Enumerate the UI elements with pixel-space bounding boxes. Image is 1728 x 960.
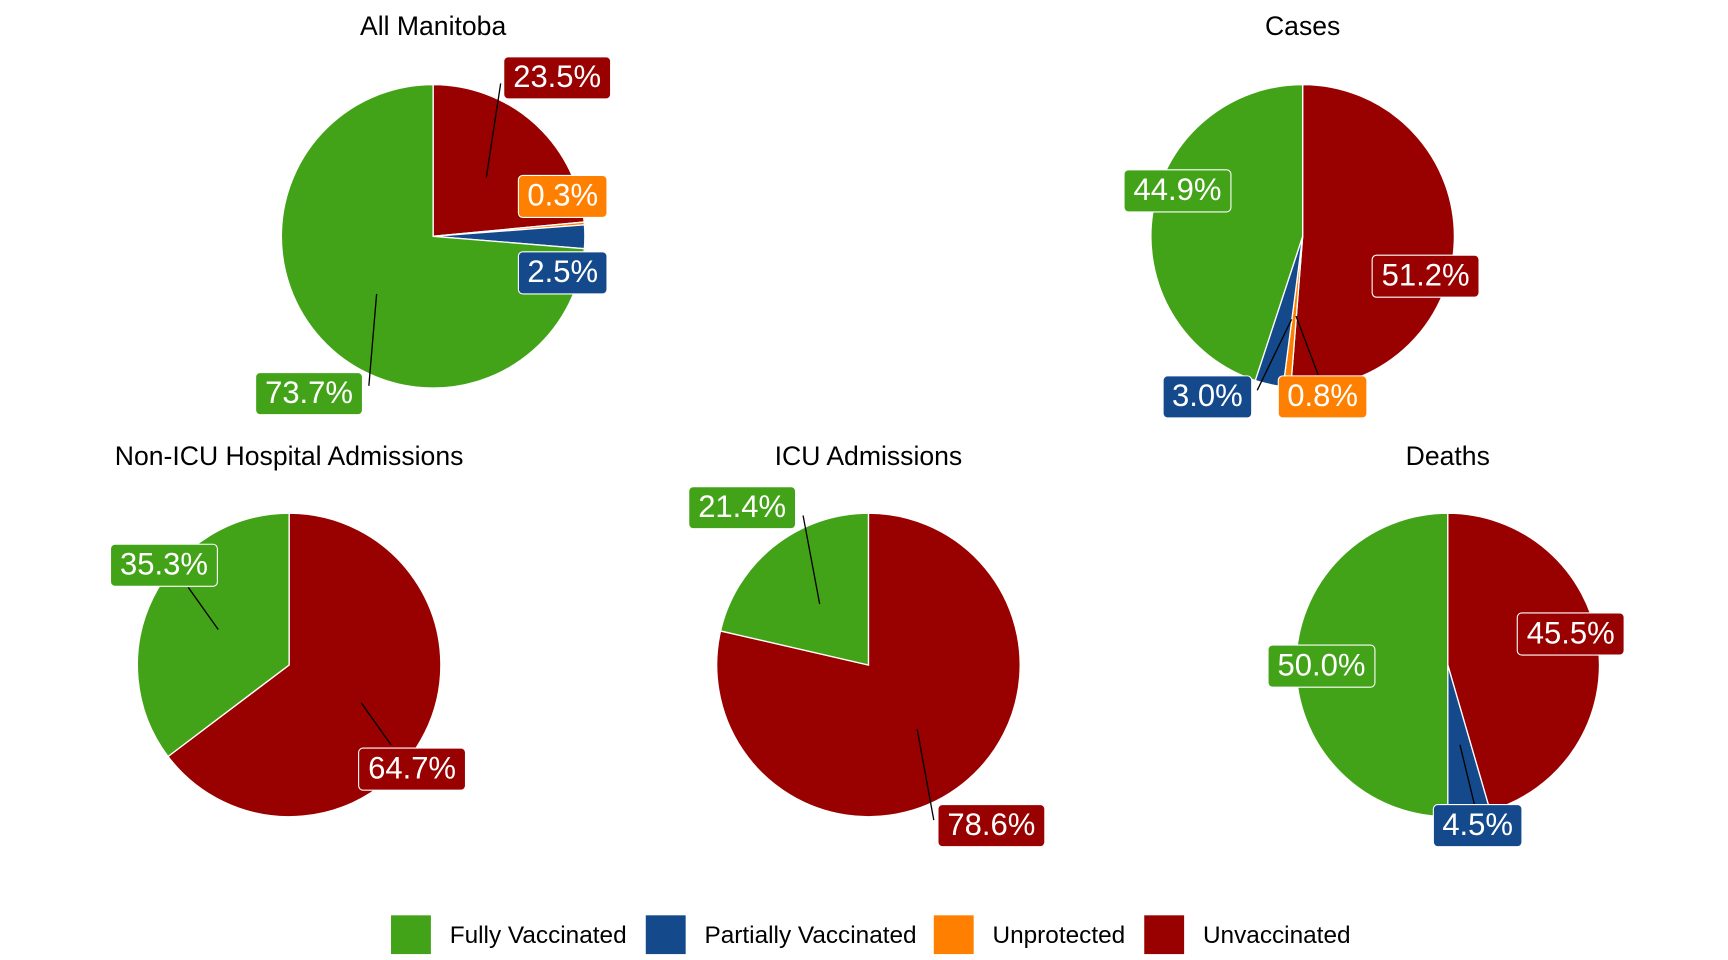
label-leader-line: [1295, 315, 1319, 376]
data-label-text: 3.0%: [1172, 378, 1243, 413]
data-label-box: [1277, 375, 1368, 419]
slice-unvaccinated: [1290, 83, 1456, 389]
data-label: 0.8%: [1277, 375, 1368, 419]
data-label: 3.0%: [1162, 375, 1253, 419]
data-label-box: [1162, 375, 1253, 419]
data-label: 51.2%: [1371, 254, 1480, 298]
data-label: 0.3%: [517, 174, 608, 219]
data-label-box: [1516, 612, 1625, 656]
data-label: 78.6%: [937, 804, 1046, 848]
legend-swatch: [1144, 915, 1185, 955]
legend-label: Fully Vaccinated: [450, 922, 627, 949]
pie-non-icu-hospital-admissions: Non-ICU Hospital Admissions 64.7% 35.3%: [109, 441, 467, 818]
pie-icu-admissions: ICU Admissions 78.6% 21.4%: [688, 441, 1046, 848]
legend-label: Partially Vaccinated: [704, 922, 916, 949]
data-label-text: 21.4%: [698, 489, 786, 524]
data-label-box: [109, 543, 218, 587]
data-label-text: 35.3%: [120, 547, 208, 582]
data-label-box: [517, 251, 608, 295]
data-label-box: [517, 174, 608, 219]
data-label: 35.3%: [109, 543, 218, 587]
legend-swatch: [933, 915, 974, 955]
data-label: 50.0%: [1267, 644, 1376, 688]
data-label-box: [255, 371, 364, 416]
legend-label: Unvaccinated: [1203, 922, 1351, 949]
data-label: 4.5%: [1432, 804, 1523, 848]
data-label-text: 0.8%: [1287, 378, 1358, 413]
label-leader-line: [916, 729, 935, 821]
pie-title: ICU Admissions: [775, 441, 963, 471]
data-label: 23.5%: [503, 56, 612, 100]
data-label: 73.7%: [255, 371, 364, 416]
legend-item-partially-vaccinated: Partially Vaccinated: [645, 915, 917, 955]
data-label-box: [688, 486, 797, 530]
legend: Fully Vaccinated Partially Vaccinated Unpr…: [391, 915, 1351, 955]
data-label-text: 2.5%: [527, 254, 598, 289]
legend-swatch: [645, 915, 686, 955]
slice-fully-vaccinated: [280, 83, 586, 389]
pie-title: Non-ICU Hospital Admissions: [115, 441, 464, 471]
data-label: 2.5%: [517, 251, 608, 295]
data-label-text: 4.5%: [1442, 807, 1513, 842]
label-leader-line: [360, 702, 392, 746]
label-leader-line: [1256, 319, 1293, 391]
data-label-text: 64.7%: [368, 750, 456, 785]
legend-item-unvaccinated: Unvaccinated: [1144, 915, 1351, 955]
data-label-box: [503, 56, 612, 100]
label-leader-line: [802, 515, 821, 605]
data-label-text: 44.9%: [1134, 172, 1222, 207]
label-leader-line: [485, 83, 502, 178]
data-label: 45.5%: [1516, 612, 1625, 656]
legend-item-fully-vaccinated: Fully Vaccinated: [391, 915, 627, 955]
data-label-text: 0.3%: [527, 178, 598, 213]
slice-fully-vaccinated: [719, 512, 870, 666]
data-label-text: 23.5%: [513, 59, 601, 94]
data-label-text: 73.7%: [265, 375, 353, 410]
pie-deaths: Deaths 45.5% 4.5% 50.0%: [1267, 441, 1625, 848]
label-leader-line: [368, 293, 378, 386]
data-label-text: 51.2%: [1382, 257, 1470, 292]
data-label-box: [1371, 254, 1480, 298]
pie-title: All Manitoba: [360, 11, 506, 41]
data-label: 64.7%: [358, 747, 467, 791]
data-label: 21.4%: [688, 486, 797, 530]
data-label-box: [358, 747, 467, 791]
pie-title: Cases: [1265, 11, 1340, 41]
slice-unvaccinated: [167, 512, 442, 818]
data-label-box: [1267, 644, 1376, 688]
data-label-text: 50.0%: [1278, 647, 1366, 682]
data-label-box: [1123, 169, 1232, 213]
pie-title: Deaths: [1406, 441, 1490, 471]
legend-item-unprotected: Unprotected: [933, 915, 1125, 955]
legend-label: Unprotected: [992, 922, 1125, 949]
data-label-text: 78.6%: [947, 807, 1035, 842]
data-label: 44.9%: [1123, 169, 1232, 213]
data-label-box: [937, 804, 1046, 848]
legend-swatch: [391, 915, 431, 955]
pie-cases: Cases 51.2% 0.8% 3.0% 44.9%: [1123, 11, 1480, 419]
label-leader-line: [187, 587, 219, 630]
data-label-box: [1432, 804, 1523, 848]
data-label-text: 45.5%: [1527, 615, 1615, 650]
